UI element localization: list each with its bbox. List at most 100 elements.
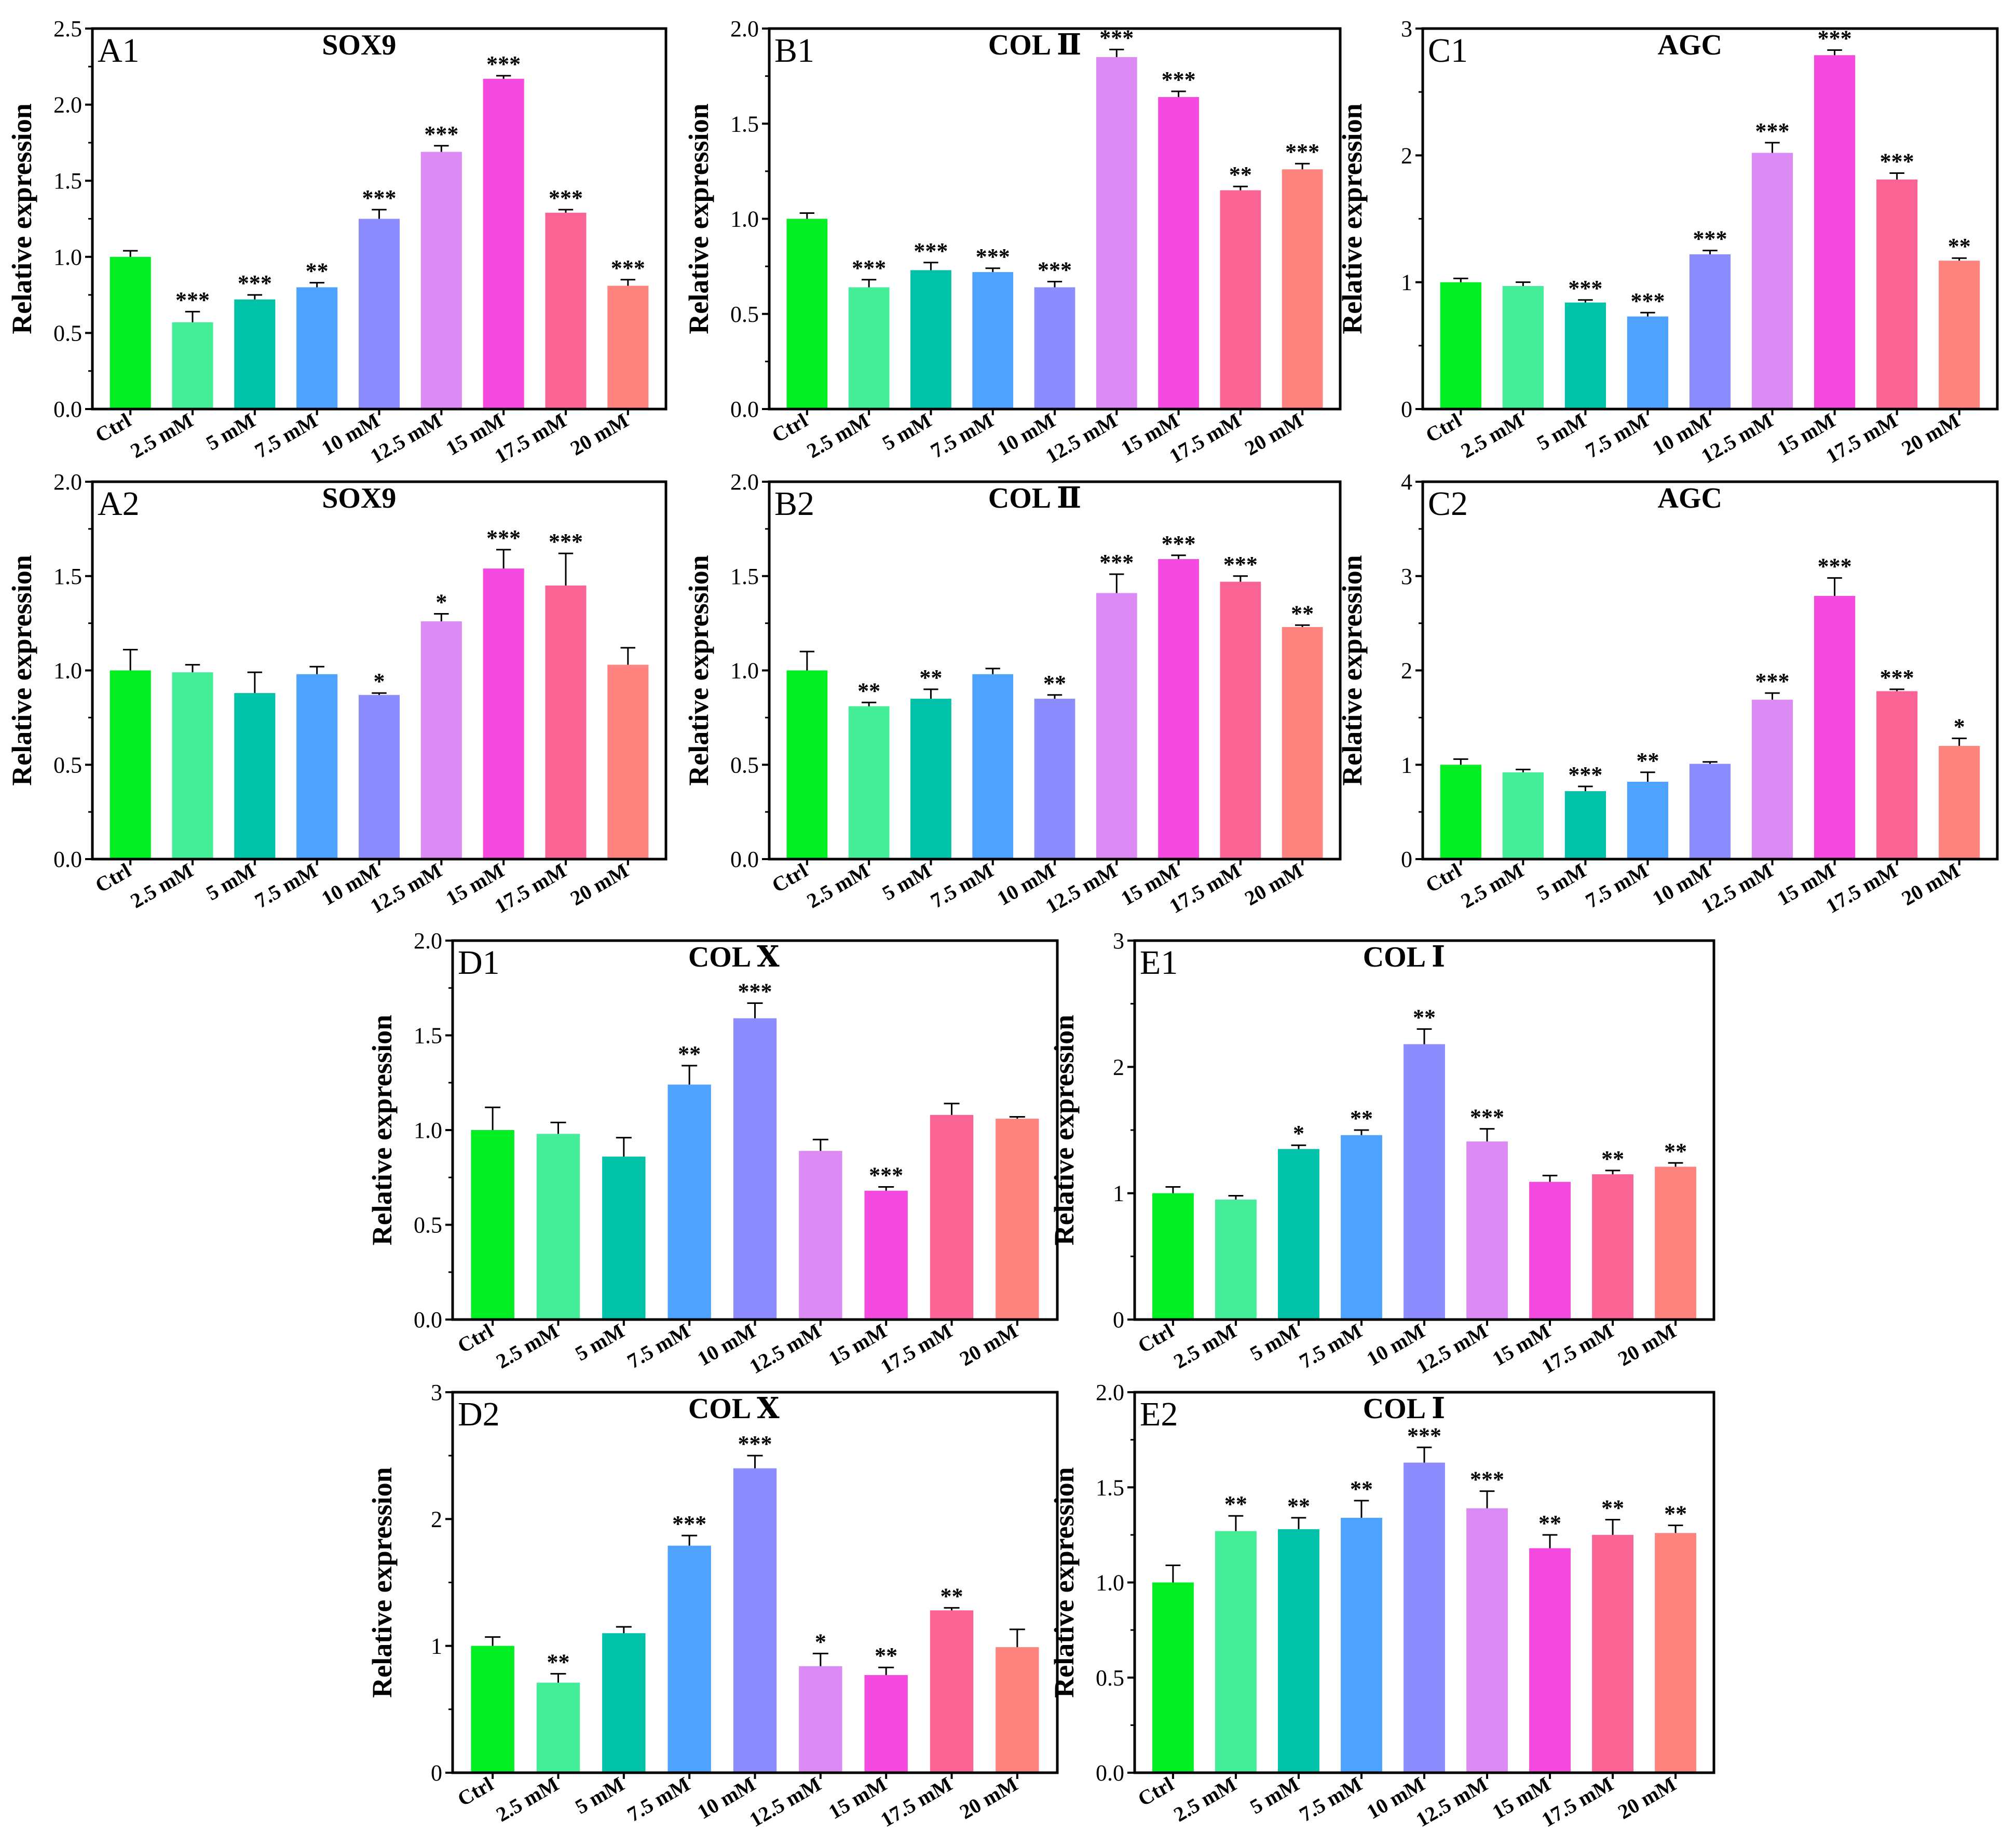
bar [1939,261,1980,409]
significance-label: *** [1568,276,1602,301]
bar [1529,1548,1571,1773]
bar [733,1468,777,1773]
x-tick-label: 12.5 mM [366,859,445,918]
x-tick-label: 12.5 mM [366,409,445,468]
panel-title: COL Ⅹ [688,1393,780,1425]
x-tick-label: 2.5 mM [1457,409,1528,463]
bar [607,664,649,859]
y-tick-label: 2.5 [53,16,82,42]
bar [1814,595,1856,859]
x-tick-label: 12.5 mM [745,1319,825,1379]
significance-label: *** [1880,665,1914,690]
x-tick-label: 20 mM [956,1319,1021,1371]
x-tick-label: 17.5 mM [1165,859,1245,918]
y-tick-label: 0 [431,1760,442,1786]
bar [1502,772,1544,859]
significance-label: ** [1350,1106,1373,1131]
x-tick-label: 2.5 mM [803,859,874,913]
bar [668,1084,711,1320]
panel-label: B2 [774,485,814,523]
significance-label: ** [547,1649,569,1675]
y-tick-label: 2.0 [414,928,442,954]
x-tick-label: 5 mM [202,859,259,905]
x-tick-label: 17.5 mM [1822,409,1901,468]
x-tick-label: 20 mM [956,1772,1021,1824]
y-tick-label: 2.0 [730,469,759,495]
significance-label: *** [1285,139,1319,165]
panel-title: AGC [1658,29,1722,61]
significance-label: ** [1350,1476,1373,1502]
x-tick-label: 2.5 mM [126,409,197,463]
panel-label: D1 [458,944,500,982]
bar [607,286,649,409]
bar [1278,1149,1319,1320]
y-axis-label: Relative expression [6,555,37,785]
x-tick-label: 12.5 mM [745,1772,825,1832]
bar [1215,1199,1257,1320]
bar [996,1647,1039,1773]
significance-label: *** [1099,550,1134,575]
bar [1282,627,1323,859]
x-tick-label: 17.5 mM [491,409,570,468]
bar [1466,1508,1508,1773]
panel-title: COL Ⅰ [1363,941,1445,973]
x-tick-label: 12.5 mM [1697,409,1777,468]
x-tick-label: 20 mM [1241,859,1306,910]
x-tick-label: Ctrl [454,1772,497,1811]
bar [1215,1531,1257,1773]
bar [602,1633,646,1773]
significance-label: * [1293,1121,1304,1146]
y-tick-label: 3 [1401,564,1412,589]
panel-label: A1 [98,32,140,70]
significance-label: ** [1601,1146,1624,1172]
bar [1751,699,1793,859]
significance-label: *** [1470,1467,1504,1492]
significance-label: *** [976,244,1010,269]
significance-label: ** [1601,1496,1624,1521]
bar [1341,1135,1382,1320]
bar [1158,559,1199,859]
x-tick-label: 2.5 mM [803,409,874,463]
y-tick-label: 0.5 [1096,1665,1124,1691]
y-axis-label: Relative expression [6,103,37,334]
bar [1404,1462,1445,1773]
bar [799,1666,842,1773]
panel-title: AGC [1658,482,1722,514]
bar [1876,691,1918,859]
x-tick-label: Ctrl [454,1319,497,1358]
y-tick-label: 1.0 [730,658,759,684]
y-axis-label: Relative expression [1337,103,1368,334]
y-axis-label: Relative expression [683,555,714,785]
significance-label: ** [1224,1491,1247,1517]
x-tick-label: 5 mM [202,409,259,455]
bar [1592,1534,1634,1773]
bar [799,1151,842,1320]
x-tick-label: 5 mM [1246,1772,1303,1819]
x-tick-label: 20 mM [566,409,632,460]
bar [234,693,276,859]
significance-label: *** [738,978,772,1004]
y-tick-label: 1.0 [53,658,82,684]
bar [1341,1517,1382,1773]
significance-label: *** [1162,67,1196,92]
bar [1440,765,1481,859]
significance-label: *** [1407,1423,1441,1448]
bar [420,621,462,859]
bar [471,1646,514,1773]
bar [1814,55,1856,409]
panel-label: E1 [1140,944,1178,982]
bar [1404,1044,1445,1320]
bar [1564,302,1606,409]
bar [1876,179,1918,409]
bar [545,585,587,859]
x-tick-label: 17.5 mM [491,859,570,918]
significance-label: ** [1413,1004,1436,1030]
y-tick-label: 3 [431,1380,442,1405]
significance-label: *** [1568,762,1602,787]
significance-label: * [374,669,385,694]
y-tick-label: 1.5 [414,1023,442,1049]
y-tick-label: 3 [1401,16,1412,42]
significance-label: *** [1223,552,1258,577]
